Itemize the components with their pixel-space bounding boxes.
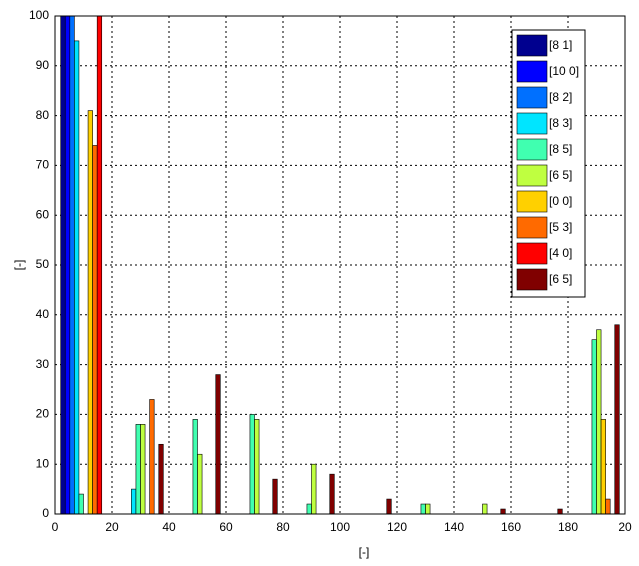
x-tick-label: 100	[330, 520, 350, 534]
bar	[420, 503, 426, 515]
bar	[329, 473, 335, 515]
legend-label: [8 5]	[549, 142, 572, 156]
bar	[600, 419, 606, 515]
bar	[87, 110, 93, 515]
bar	[131, 488, 137, 515]
bar	[482, 503, 488, 515]
x-tick-label: 60	[219, 520, 233, 534]
legend-label: [6 5]	[549, 272, 572, 286]
legend-label: [8 2]	[549, 90, 572, 104]
y-tick-label: 0	[42, 506, 49, 520]
legend-label: [8 3]	[549, 116, 572, 130]
bar	[197, 453, 203, 515]
bar	[215, 374, 221, 515]
bar	[500, 508, 506, 515]
legend-label: [6 5]	[549, 168, 572, 182]
legend-swatch	[516, 138, 548, 161]
legend-swatch	[516, 34, 548, 57]
legend-swatch	[516, 242, 548, 265]
bar	[306, 503, 312, 515]
bar	[614, 324, 620, 515]
legend-label: [5 3]	[549, 220, 572, 234]
bar	[78, 493, 84, 515]
bar	[557, 508, 563, 515]
bar	[425, 503, 431, 515]
y-tick-label: 80	[36, 108, 50, 122]
plot-frame	[54, 15, 626, 515]
legend-label: [0 0]	[549, 194, 572, 208]
legend-swatch	[516, 216, 548, 239]
y-tick-label: 60	[36, 207, 50, 221]
bar	[92, 145, 98, 515]
legend-swatch	[516, 86, 548, 109]
legend-swatch	[516, 268, 548, 291]
y-tick-label: 100	[29, 8, 49, 22]
x-tick-label: 140	[444, 520, 464, 534]
bar	[192, 419, 198, 515]
legend-swatch	[516, 112, 548, 135]
bar	[60, 15, 66, 515]
bar	[149, 399, 155, 515]
legend-swatch	[516, 60, 548, 83]
y-tick-label: 50	[36, 257, 50, 271]
x-tick-label: 180	[558, 520, 578, 534]
bar	[74, 40, 80, 515]
y-tick-label: 70	[36, 158, 50, 172]
y-tick-label: 10	[36, 456, 50, 470]
x-tick-label: 120	[387, 520, 407, 534]
x-tick-label: 0	[52, 520, 59, 534]
y-axis-label: [-]	[12, 260, 26, 271]
x-tick-label: 160	[501, 520, 521, 534]
bar	[249, 414, 255, 515]
legend-swatch	[516, 190, 548, 213]
y-tick-label: 90	[36, 58, 50, 72]
bar	[591, 339, 597, 515]
bar	[64, 15, 71, 515]
legend-label: [10 0]	[549, 64, 579, 78]
x-tick-label: 80	[276, 520, 290, 534]
bar	[596, 329, 602, 515]
bar	[158, 443, 164, 515]
y-tick-label: 40	[36, 307, 50, 321]
legend-swatch	[516, 164, 548, 187]
bar	[605, 498, 611, 515]
bar	[386, 498, 392, 515]
x-tick-label: 20	[618, 520, 632, 534]
x-tick-label: 40	[162, 520, 176, 534]
legend-label: [8 1]	[549, 38, 572, 52]
bar	[272, 478, 278, 515]
legend-label: [4 0]	[549, 246, 572, 260]
x-axis-label: [-]	[359, 545, 370, 559]
bar	[135, 424, 141, 515]
bar	[140, 424, 146, 515]
bar	[96, 15, 103, 515]
x-tick-label: 20	[105, 520, 119, 534]
bar	[311, 463, 317, 515]
y-tick-label: 30	[36, 357, 50, 371]
bar	[254, 419, 260, 515]
y-tick-label: 20	[36, 407, 50, 421]
bar	[69, 15, 75, 515]
